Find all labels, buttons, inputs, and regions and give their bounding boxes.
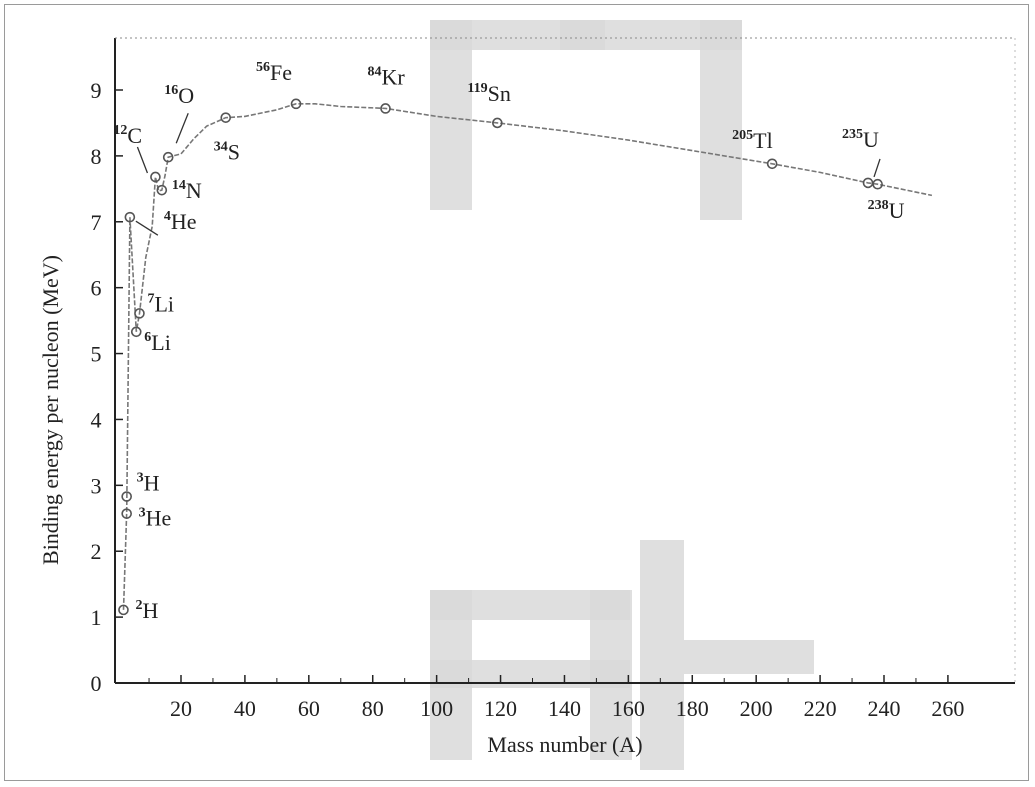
y-tick-label: 7 [91, 210, 102, 235]
x-tick-label: 20 [170, 696, 192, 721]
data-point [220, 112, 232, 123]
data-point [121, 491, 132, 502]
nuclide-label: 205Tl [732, 128, 773, 153]
x-axis-label: Mass number (A) [487, 732, 642, 757]
nuclide-label: 119Sn [467, 81, 510, 106]
x-tick-label: 200 [740, 696, 773, 721]
y-tick-label: 2 [91, 539, 102, 564]
x-ticks: 20 40 60 80 100 120 140 160 180 200 220 240 260 [148, 675, 964, 721]
x-tick-label: 100 [420, 696, 453, 721]
y-tick-label: 3 [91, 473, 102, 498]
data-point [380, 103, 391, 114]
nuclide-label: 2H [135, 598, 158, 623]
data-point [162, 151, 174, 163]
x-tick-label: 260 [931, 696, 964, 721]
nuclide-label: 16O [164, 83, 194, 108]
data-point [492, 117, 503, 129]
x-tick-label: 80 [362, 696, 384, 721]
watermark [430, 20, 814, 770]
nuclide-label: 34S [214, 140, 240, 165]
nuclide-label: 14N [172, 178, 202, 203]
label-leader-line [135, 220, 159, 236]
binding-curve [122, 103, 933, 610]
data-point [134, 308, 145, 319]
data-point [766, 158, 778, 170]
data-point [124, 211, 136, 223]
y-tick-label: 0 [91, 671, 102, 696]
nuclide-label: 7Li [147, 291, 174, 316]
data-point [130, 326, 142, 338]
y-tick-label: 1 [91, 605, 102, 630]
label-leader-line [136, 146, 149, 174]
data-point [121, 508, 132, 519]
x-tick-label: 160 [612, 696, 645, 721]
label-leaders [135, 112, 881, 236]
data-point [156, 184, 168, 196]
x-tick-label: 180 [676, 696, 709, 721]
nuclide-labels: 2H 3He 3H 4He 6Li 7Li 12C 14N 16O 34S 56Fe 84Kr 119S… [113, 60, 904, 623]
figure-frame [4, 4, 1029, 781]
x-tick-label: 60 [298, 696, 320, 721]
y-axis-label: Binding energy per nucleon (MeV) [38, 255, 63, 565]
nuclide-label: 6Li [144, 330, 171, 355]
x-tick-label: 240 [868, 696, 901, 721]
label-leader-line [873, 158, 881, 178]
nuclide-label: 3H [137, 471, 160, 496]
data-point [290, 98, 302, 110]
x-tick-label: 40 [234, 696, 256, 721]
nuclide-label: 84Kr [368, 64, 406, 89]
data-point [118, 604, 129, 616]
y-tick-label: 6 [91, 276, 102, 301]
y-tick-label: 5 [91, 342, 102, 367]
nuclide-label: 12C [113, 123, 142, 148]
y-tick-label: 4 [91, 407, 102, 432]
nuclide-label: 56Fe [256, 60, 292, 85]
data-point [150, 171, 161, 183]
x-tick-label: 120 [484, 696, 517, 721]
y-tick-label: 9 [91, 78, 102, 103]
label-leader-line [175, 112, 189, 144]
data-point [872, 178, 883, 190]
x-tick-label: 140 [548, 696, 581, 721]
x-tick-label: 220 [804, 696, 837, 721]
y-tick-label: 8 [91, 144, 102, 169]
nuclide-label: 235U [842, 127, 879, 152]
nuclide-label: 4He [164, 209, 197, 234]
data-points [118, 98, 883, 616]
y-ticks: 0 1 2 3 4 5 6 7 8 9 [91, 78, 123, 696]
nuclide-label: 3He [139, 506, 172, 531]
nuclide-label: 238U [868, 198, 905, 223]
